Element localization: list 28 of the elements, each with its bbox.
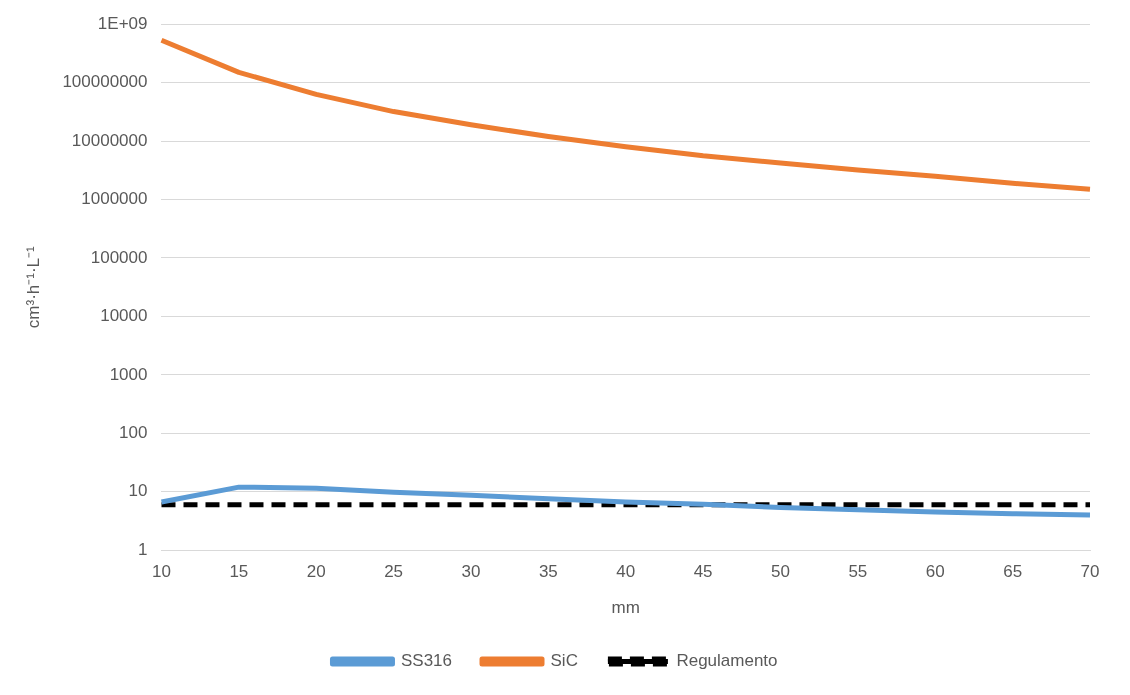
y-tick-label: 100000000 (62, 72, 148, 92)
legend-label: Regulamento (676, 651, 778, 671)
x-tick-label: 70 (1080, 562, 1100, 582)
y-tick-label: 10000 (100, 306, 148, 326)
x-tick-label: 30 (461, 562, 481, 582)
y-tick-label: 1000000 (81, 189, 148, 209)
x-axis-title: mm (611, 598, 640, 618)
y-tick-label: 1000 (109, 364, 148, 384)
legend-label: SS316 (400, 651, 453, 671)
y-tick-label: 10000000 (71, 130, 148, 150)
x-tick-label: 65 (1003, 562, 1023, 582)
y-axis-title: cm³·h⁻¹·L⁻¹ (23, 245, 43, 329)
x-tick-label: 60 (925, 562, 945, 582)
x-tick-label: 40 (616, 562, 636, 582)
x-tick-label: 15 (229, 562, 249, 582)
y-tick-label: 100000 (90, 247, 148, 267)
x-tick-label: 20 (306, 562, 326, 582)
x-tick-label: 45 (693, 562, 713, 582)
y-tick-label: 1 (138, 539, 148, 559)
x-tick-label: 50 (771, 562, 790, 582)
x-tick-label: 55 (848, 562, 868, 582)
x-tick-label: 10 (152, 562, 171, 582)
y-tick-label: 100 (119, 423, 148, 442)
legend-label: SiC (550, 651, 578, 671)
x-tick-label: 25 (384, 562, 404, 582)
y-tick-label: 1E+09 (97, 13, 148, 33)
y-tick-label: 10 (128, 481, 148, 501)
x-tick-label: 35 (538, 562, 558, 582)
